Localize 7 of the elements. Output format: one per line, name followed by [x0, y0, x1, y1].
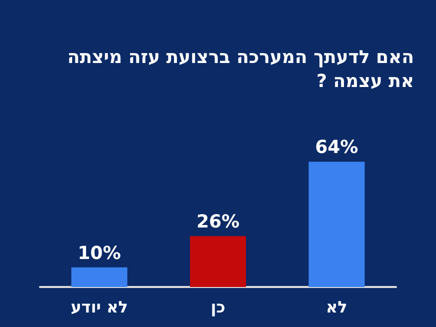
data-label: 64%	[315, 137, 358, 158]
chart-title: האם לדעתך המערכה ברצועת עזה מיצתה את עצמה ?	[66, 46, 414, 94]
data-label: 26%	[196, 212, 240, 233]
x-tick-label: כן	[210, 298, 226, 316]
x-tick-label: לא יודע	[70, 298, 128, 316]
data-label: 10%	[78, 242, 121, 264]
x-tick-label: לא	[326, 298, 348, 316]
